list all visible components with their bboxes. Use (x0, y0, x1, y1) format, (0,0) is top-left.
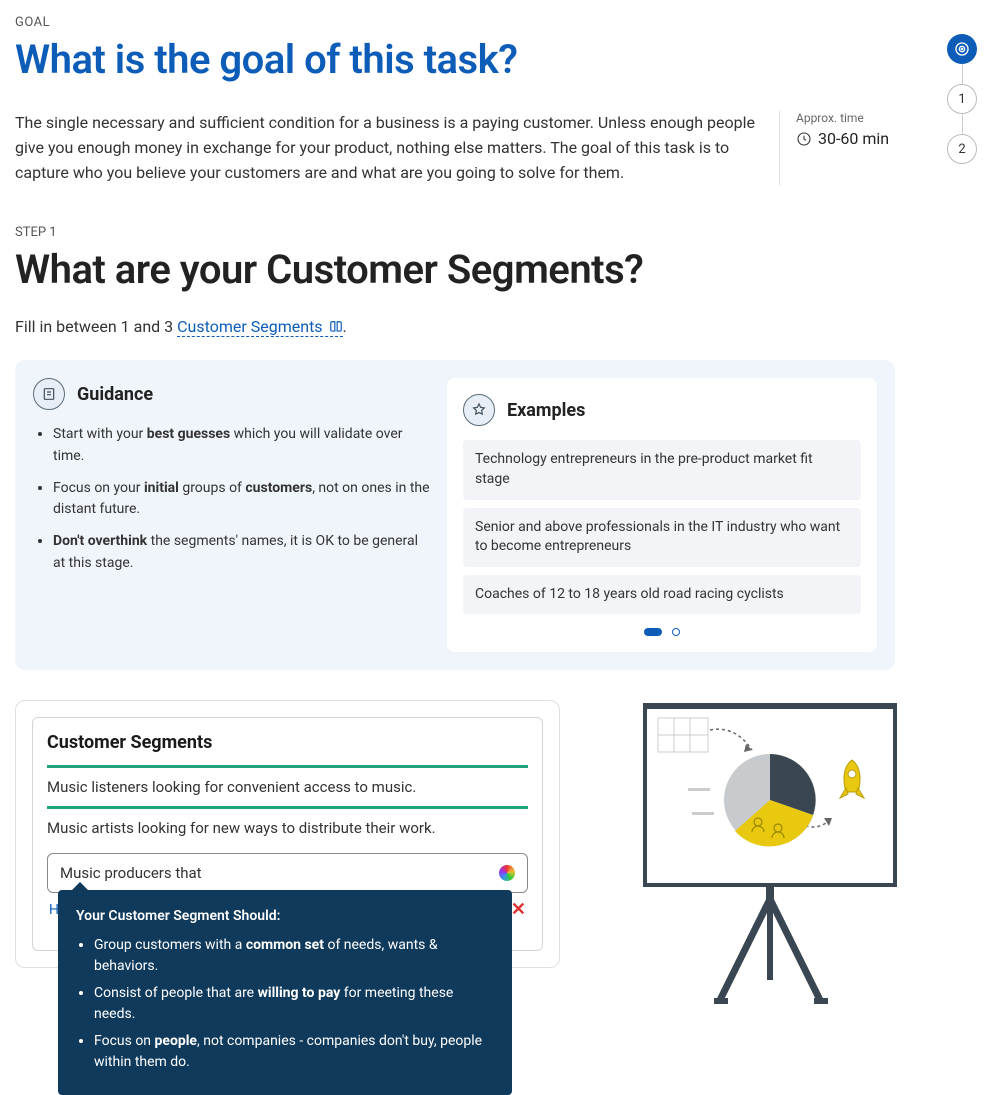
guidance-item: Don't overthink the segments' names, it … (53, 531, 431, 574)
examples-pager (463, 628, 861, 636)
hints-tooltip-title: Your Customer Segment Should: (76, 906, 494, 927)
segment-row[interactable]: Music artists looking for new ways to di… (47, 806, 528, 847)
cancel-button[interactable]: ✕ (511, 899, 526, 920)
progress-line (962, 114, 963, 134)
info-row: Guidance Start with your best guesses wh… (15, 360, 895, 670)
example-item: Coaches of 12 to 18 years old road racin… (463, 575, 861, 615)
clock-icon (796, 131, 812, 147)
time-label: Approx. time (796, 111, 919, 125)
progress-line (962, 64, 963, 84)
examples-icon (463, 394, 495, 426)
progress-step-1[interactable]: 1 (947, 84, 977, 114)
progress-step-2[interactable]: 2 (947, 134, 977, 164)
step-eyebrow: STEP 1 (15, 225, 972, 240)
guidance-item: Start with your best guesses which you w… (53, 424, 431, 467)
example-item: Senior and above professionals in the IT… (463, 508, 861, 567)
progress-rail: 1 2 (947, 34, 977, 164)
segment-row[interactable]: Music listeners looking for convenient a… (47, 765, 528, 806)
guidance-title: Guidance (77, 384, 153, 405)
segments-card: Customer Segments Music listeners lookin… (15, 700, 560, 968)
segment-draft-input[interactable] (60, 864, 491, 882)
examples-card: Examples Technology entrepreneurs in the… (447, 378, 877, 652)
intro-text: The single necessary and sufficient cond… (15, 111, 755, 185)
examples-title: Examples (507, 400, 585, 421)
guidance-item: Focus on your initial groups of customer… (53, 478, 431, 521)
segments-card-title: Customer Segments (47, 732, 528, 753)
pager-dot-2[interactable] (672, 628, 680, 636)
goal-title: What is the goal of this task? (15, 36, 972, 83)
time-value: 30-60 min (818, 129, 889, 148)
step-title: What are your Customer Segments? (15, 246, 972, 293)
color-picker-icon[interactable] (499, 865, 515, 881)
customer-segments-term-link[interactable]: Customer Segments (177, 317, 342, 337)
hints-tooltip: Your Customer Segment Should: Group cust… (58, 890, 512, 1095)
example-item: Technology entrepreneurs in the pre-prod… (463, 440, 861, 499)
guidance-icon (33, 378, 65, 410)
guidance-card: Guidance Start with your best guesses wh… (33, 378, 431, 652)
book-icon (329, 320, 343, 334)
pager-dot-1[interactable] (644, 628, 662, 636)
hint-item: Group customers with a common set of nee… (94, 935, 494, 977)
instruction: Fill in between 1 and 3 Customer Segment… (15, 317, 972, 336)
easel-illustration (640, 700, 900, 1014)
goal-eyebrow: GOAL (15, 15, 972, 30)
progress-goal-dot[interactable] (947, 34, 977, 64)
segment-draft-row (47, 853, 528, 893)
hint-item: Focus on people, not companies - compani… (94, 1031, 494, 1073)
hint-item: Consist of people that are willing to pa… (94, 983, 494, 1025)
time-box: Approx. time 30-60 min (779, 111, 919, 185)
